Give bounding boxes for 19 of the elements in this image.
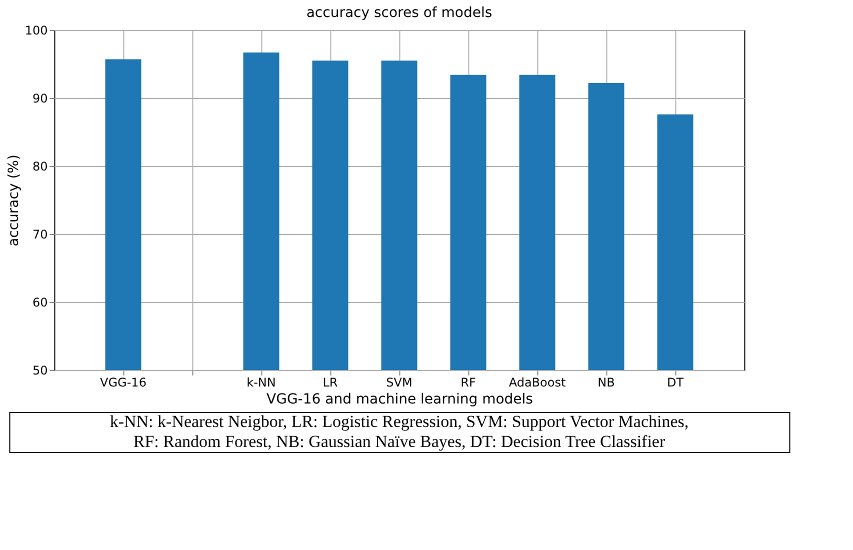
x-tick-label: RF xyxy=(460,376,476,390)
x-tick-label: NB xyxy=(598,376,615,390)
text: k-NN: k-Nearest Neigbor, LR: Logistic Regression, SVM: Support Vector Machines, xyxy=(110,412,689,431)
y-tick-label: 60 xyxy=(32,296,48,310)
y-tick-label: 70 xyxy=(32,228,48,242)
x-tick-label: AdaBoost xyxy=(508,376,566,390)
x-tick-label: VGG-16 xyxy=(100,376,146,390)
y-tick-label: 100 xyxy=(24,24,48,38)
x-tick-label: SVM xyxy=(386,376,412,390)
y-tick-label: 80 xyxy=(32,160,48,174)
text: RF: Random Forest, NB: Gaussian Naïve Bayes, DT: Decision Tree Classifier xyxy=(133,432,666,451)
y-axis-title: accuracy (%) xyxy=(6,154,22,246)
x-tick-label: DT xyxy=(666,376,684,390)
chart-title: accuracy scores of models xyxy=(306,5,492,21)
y-tick-label: 50 xyxy=(32,364,48,378)
y-tick-label: 90 xyxy=(32,92,48,106)
x-tick-label: k-NN xyxy=(246,376,276,390)
x-tick-label: LR xyxy=(322,376,338,390)
x-axis-title: VGG-16 and machine learning models xyxy=(266,392,533,408)
